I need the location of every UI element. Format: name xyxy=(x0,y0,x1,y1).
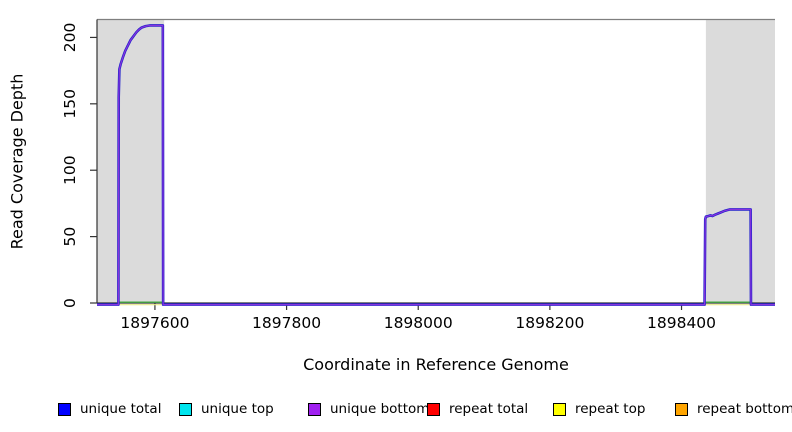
x-axis-title: Coordinate in Reference Genome xyxy=(303,355,569,374)
legend-label: unique bottom xyxy=(330,401,430,417)
unique-total-line xyxy=(97,24,775,306)
y-tick-label: 0 xyxy=(61,298,79,308)
coverage-chart: 1897600 1897800 1898000 1898200 1898400 0 50 10… xyxy=(61,18,775,332)
y-tick-label: 100 xyxy=(61,155,79,185)
legend-item-unique-bottom: unique bottom xyxy=(308,399,429,419)
legend-swatch-icon xyxy=(308,402,321,416)
legend-item-unique-total: unique total xyxy=(58,399,161,419)
repeat-region-shading xyxy=(705,19,775,303)
legend-label: repeat top xyxy=(575,401,646,417)
legend-label: repeat total xyxy=(449,401,529,417)
legend-swatch-icon xyxy=(58,402,71,416)
x-tick-label: 1897800 xyxy=(252,314,321,332)
unique-bottom-line xyxy=(97,24,775,306)
legend-item-repeat-top: repeat top xyxy=(553,399,645,419)
x-tick-label: 1898000 xyxy=(384,314,453,332)
x-tick-label: 1898400 xyxy=(647,314,716,332)
legend-item-repeat-bottom: repeat bottom xyxy=(675,399,792,419)
legend-item-unique-top: unique top xyxy=(179,399,274,419)
legend-label: repeat bottom xyxy=(697,401,792,417)
legend-swatch-icon xyxy=(427,402,440,416)
legend-label: unique top xyxy=(201,401,274,417)
legend-swatch-icon xyxy=(675,402,688,416)
legend-label: unique total xyxy=(80,401,162,417)
legend-item-repeat-total: repeat total xyxy=(427,399,528,419)
x-tick-label: 1897600 xyxy=(120,314,189,332)
legend: unique total unique top unique bottom repea… xyxy=(0,399,792,421)
y-tick-label: 50 xyxy=(61,227,79,247)
legend-swatch-icon xyxy=(179,402,192,416)
y-tick-label: 200 xyxy=(61,23,79,53)
x-tick-label: 1898200 xyxy=(515,314,584,332)
legend-swatch-icon xyxy=(553,402,566,416)
y-axis-title: Read Coverage Depth xyxy=(7,73,27,250)
repeat-region-shading xyxy=(97,19,165,303)
y-tick-label: 150 xyxy=(61,89,79,119)
